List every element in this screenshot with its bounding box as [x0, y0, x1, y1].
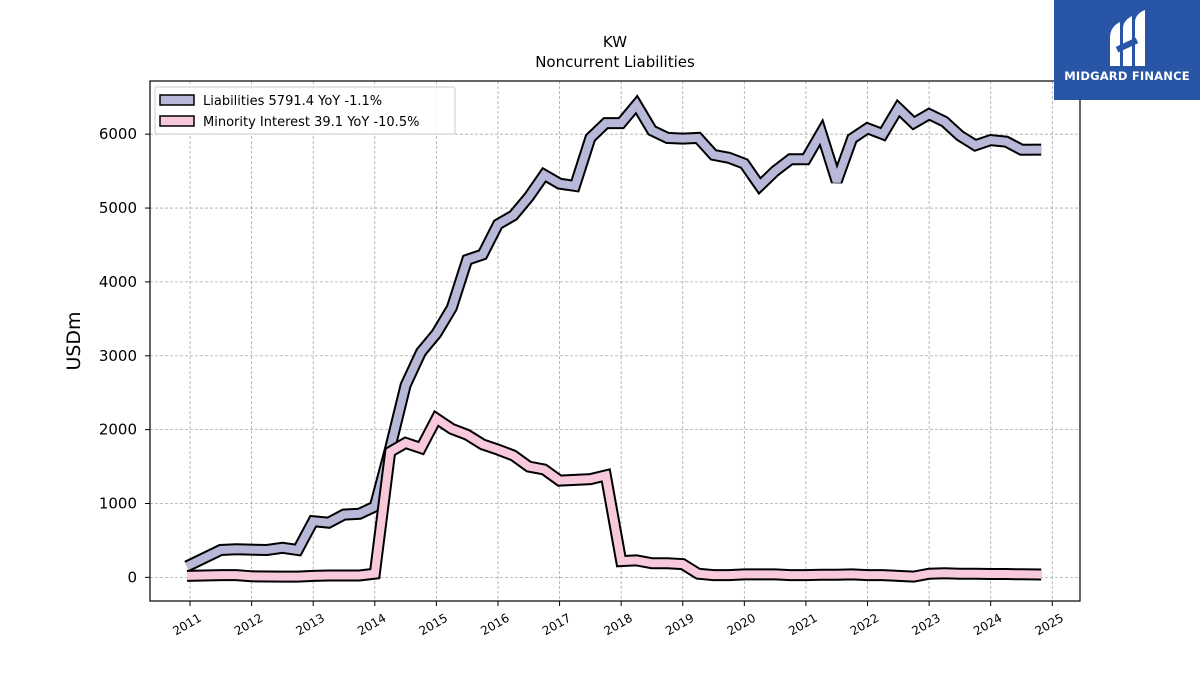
- legend-swatch-minority-interest: [159, 115, 195, 127]
- series-group: [184, 94, 1042, 583]
- series-line-minority: [186, 412, 1042, 581]
- midgard-finance-logo: MIDGARD FINANCE: [1054, 0, 1200, 100]
- plot-area-frame: [149, 80, 1081, 602]
- x-tick-label: 2018: [601, 611, 634, 638]
- x-tick-label: 2013: [293, 611, 326, 638]
- y-tick-label: 4000: [99, 273, 137, 291]
- y-tick-label: 1000: [99, 495, 137, 513]
- y-tick-label: 5000: [99, 199, 137, 217]
- series-line-outline-minority: [186, 409, 1042, 583]
- x-tick-label: 2012: [232, 611, 265, 638]
- brand-name: MIDGARD FINANCE: [1064, 69, 1190, 83]
- legend-label-minority-interest: Minority Interest 39.1 YoY -10.5%: [203, 115, 419, 130]
- legend-swatch-liabilities: [159, 94, 195, 106]
- x-tick-label: 2016: [478, 611, 511, 638]
- y-tick-label: 3000: [99, 347, 137, 365]
- legend-label-liabilities: Liabilities 5791.4 YoY -1.1%: [203, 94, 382, 109]
- x-tick-label: 2020: [725, 611, 758, 638]
- legend: Liabilities 5791.4 YoY -1.1% Minority In…: [154, 86, 456, 135]
- y-tick-label: 0: [127, 568, 137, 586]
- y-tick-label: 6000: [99, 125, 137, 143]
- midgard-logo-mark-icon: [1110, 10, 1145, 66]
- x-tick-label: 2015: [417, 611, 450, 638]
- x-tick-label: 2021: [786, 611, 819, 638]
- x-tick-label: 2025: [1033, 611, 1066, 638]
- x-tick-label: 2011: [170, 611, 203, 638]
- chart-title: KW: [603, 33, 627, 51]
- x-tick-label: 2024: [971, 611, 1004, 638]
- chart-subtitle: Noncurrent Liabilities: [535, 53, 695, 71]
- y-axis-label: USDm: [63, 311, 85, 370]
- series-line-liabilities: [185, 97, 1042, 570]
- x-tick-label: 2022: [848, 611, 881, 638]
- x-tick-label: 2014: [355, 611, 388, 638]
- legend-box: [154, 86, 456, 135]
- y-tick-label: 2000: [99, 421, 137, 439]
- x-tick-label: 2019: [663, 611, 696, 638]
- x-tick-label: 2023: [909, 611, 942, 638]
- axis-ticks: 0 1000 2000 3000 4000 5000 6000 2011 2012 2013 201…: [99, 125, 1066, 638]
- x-tick-label: 2017: [540, 611, 573, 638]
